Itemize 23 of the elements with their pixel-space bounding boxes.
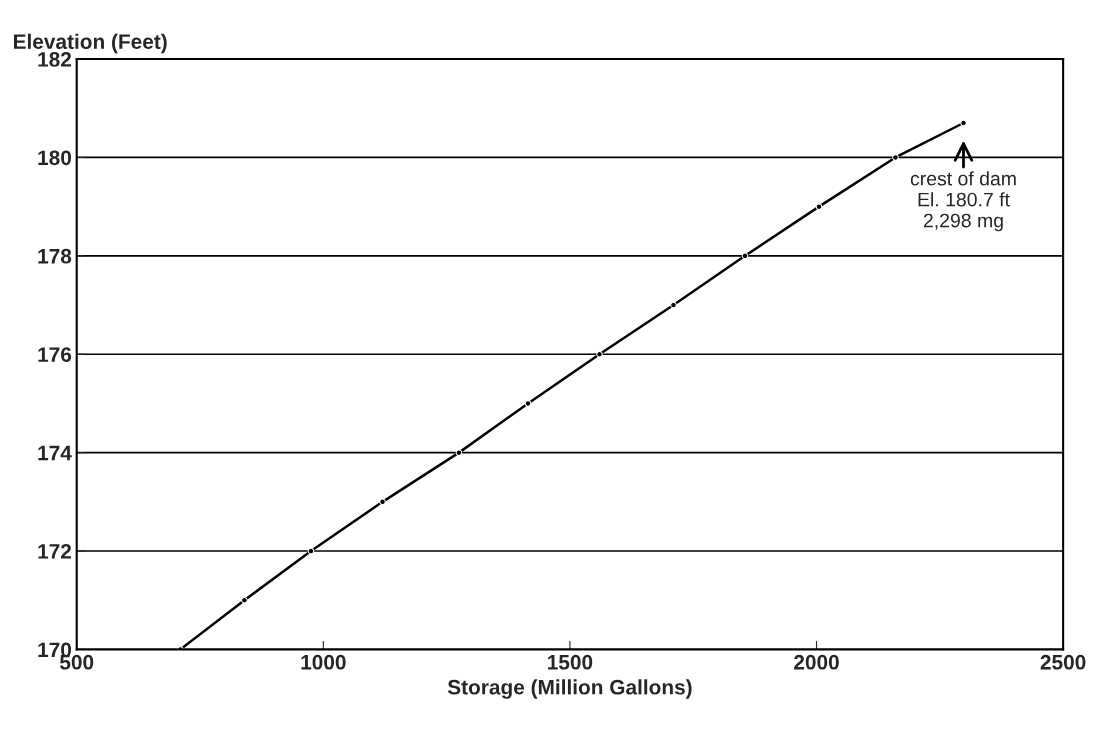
point	[379, 498, 386, 506]
x-tick-label: 2000	[794, 654, 839, 670]
x-tick-label: 2500	[1040, 654, 1086, 670]
y-tick-label: 180	[38, 150, 72, 166]
y-tick-label: 182	[38, 52, 72, 67]
point	[815, 203, 823, 210]
x-tick-label: 1000	[301, 654, 346, 670]
y-tick-label: 178	[38, 248, 72, 264]
point	[241, 596, 248, 604]
point	[960, 119, 967, 127]
point	[892, 154, 899, 161]
point	[524, 400, 532, 407]
y-tick-label: 176	[38, 347, 72, 362]
point	[670, 301, 677, 309]
annotation: crest of dam El. 180.7 ft 2,298 mg	[910, 171, 1016, 232]
point	[307, 547, 315, 555]
point	[455, 449, 463, 456]
y-tick-label: 174	[38, 445, 72, 461]
y-tick-label: 172	[38, 544, 72, 559]
x-axis-title: Storage (Million Gallons)	[447, 679, 692, 699]
point	[596, 350, 603, 358]
x-tick-label: 1500	[548, 654, 593, 670]
point	[741, 252, 749, 260]
